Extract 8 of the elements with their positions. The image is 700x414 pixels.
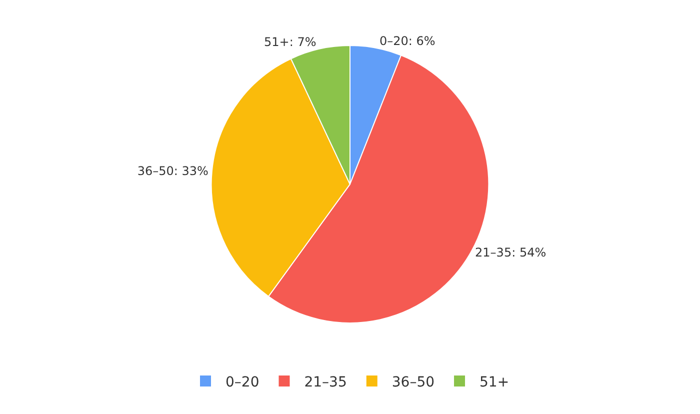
legend-label: 36–50 xyxy=(392,374,435,390)
data-label: 0–20: 6% xyxy=(379,34,436,48)
legend-label: 0–20 xyxy=(226,374,260,390)
data-label: 21–35: 54% xyxy=(475,246,546,260)
legend-label: 21–35 xyxy=(304,374,347,390)
legend-label: 51+ xyxy=(480,374,510,390)
data-label: 36–50: 33% xyxy=(137,164,208,178)
data-label: 51+: 7% xyxy=(264,35,316,50)
